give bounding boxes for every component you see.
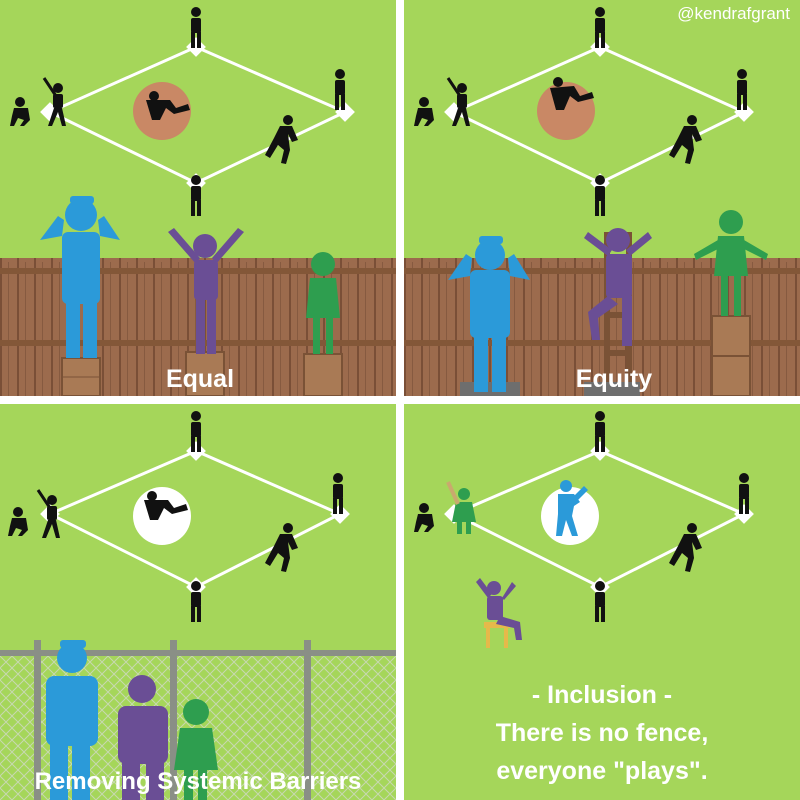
tall-person-icon (40, 196, 120, 358)
inclusion-title: - Inclusion - (531, 681, 673, 709)
batter-icon (36, 489, 60, 538)
crate-2-icon (185, 351, 225, 396)
author-handle: @kendrafgrant (677, 4, 790, 23)
inclusion-caption: - Inclusion - There is no fence, everyon… (404, 676, 800, 790)
pitcher-icon (146, 91, 190, 120)
panel-inclusion: - Inclusion - There is no fence, everyon… (404, 404, 800, 800)
catcher-icon (10, 97, 30, 126)
medium-person-icon (584, 228, 652, 346)
systemic-scene (0, 404, 396, 800)
equity-scene (404, 0, 800, 396)
green-batter-icon (446, 481, 476, 534)
systemic-label: Removing Systemic Barriers (34, 768, 362, 795)
crate-1-icon (61, 357, 101, 396)
tall-person-icon (448, 236, 530, 392)
pitchers-mound (133, 487, 191, 545)
medium-person-icon (118, 675, 168, 800)
runner-icon (669, 523, 702, 572)
runner-icon (669, 115, 702, 164)
inclusion-scene (404, 404, 800, 800)
equal-label: Equal (165, 365, 235, 393)
crate-3-icon (303, 353, 343, 396)
seated-spectator-icon (476, 578, 522, 648)
stacked-crates-icon (711, 315, 751, 396)
catcher-icon (414, 503, 434, 532)
panel-equal: Equal (0, 0, 396, 396)
inclusion-line-2: There is no fence, (495, 719, 709, 747)
equity-label: Equity (575, 365, 653, 393)
batter-icon (446, 77, 470, 126)
catcher-icon (8, 507, 28, 536)
tall-person-icon (46, 640, 98, 800)
inclusion-line-3: everyone "plays". (496, 757, 708, 785)
medium-person-icon (168, 228, 244, 354)
blue-pitcher-icon (556, 480, 588, 536)
panel-systemic-barriers: Removing Systemic Barriers (0, 404, 396, 800)
runner-icon (265, 115, 298, 164)
batter-icon (42, 77, 66, 126)
panel-equity: @kendrafgrant Equity (404, 0, 800, 396)
short-person-icon (306, 252, 340, 354)
runner-icon (265, 523, 298, 572)
pitcher-icon (550, 77, 594, 110)
equal-scene (0, 0, 396, 396)
catcher-icon (414, 97, 434, 126)
first-base (335, 102, 355, 122)
short-person-icon (174, 699, 218, 800)
pitcher-icon (144, 491, 188, 520)
short-person-icon (694, 210, 768, 316)
